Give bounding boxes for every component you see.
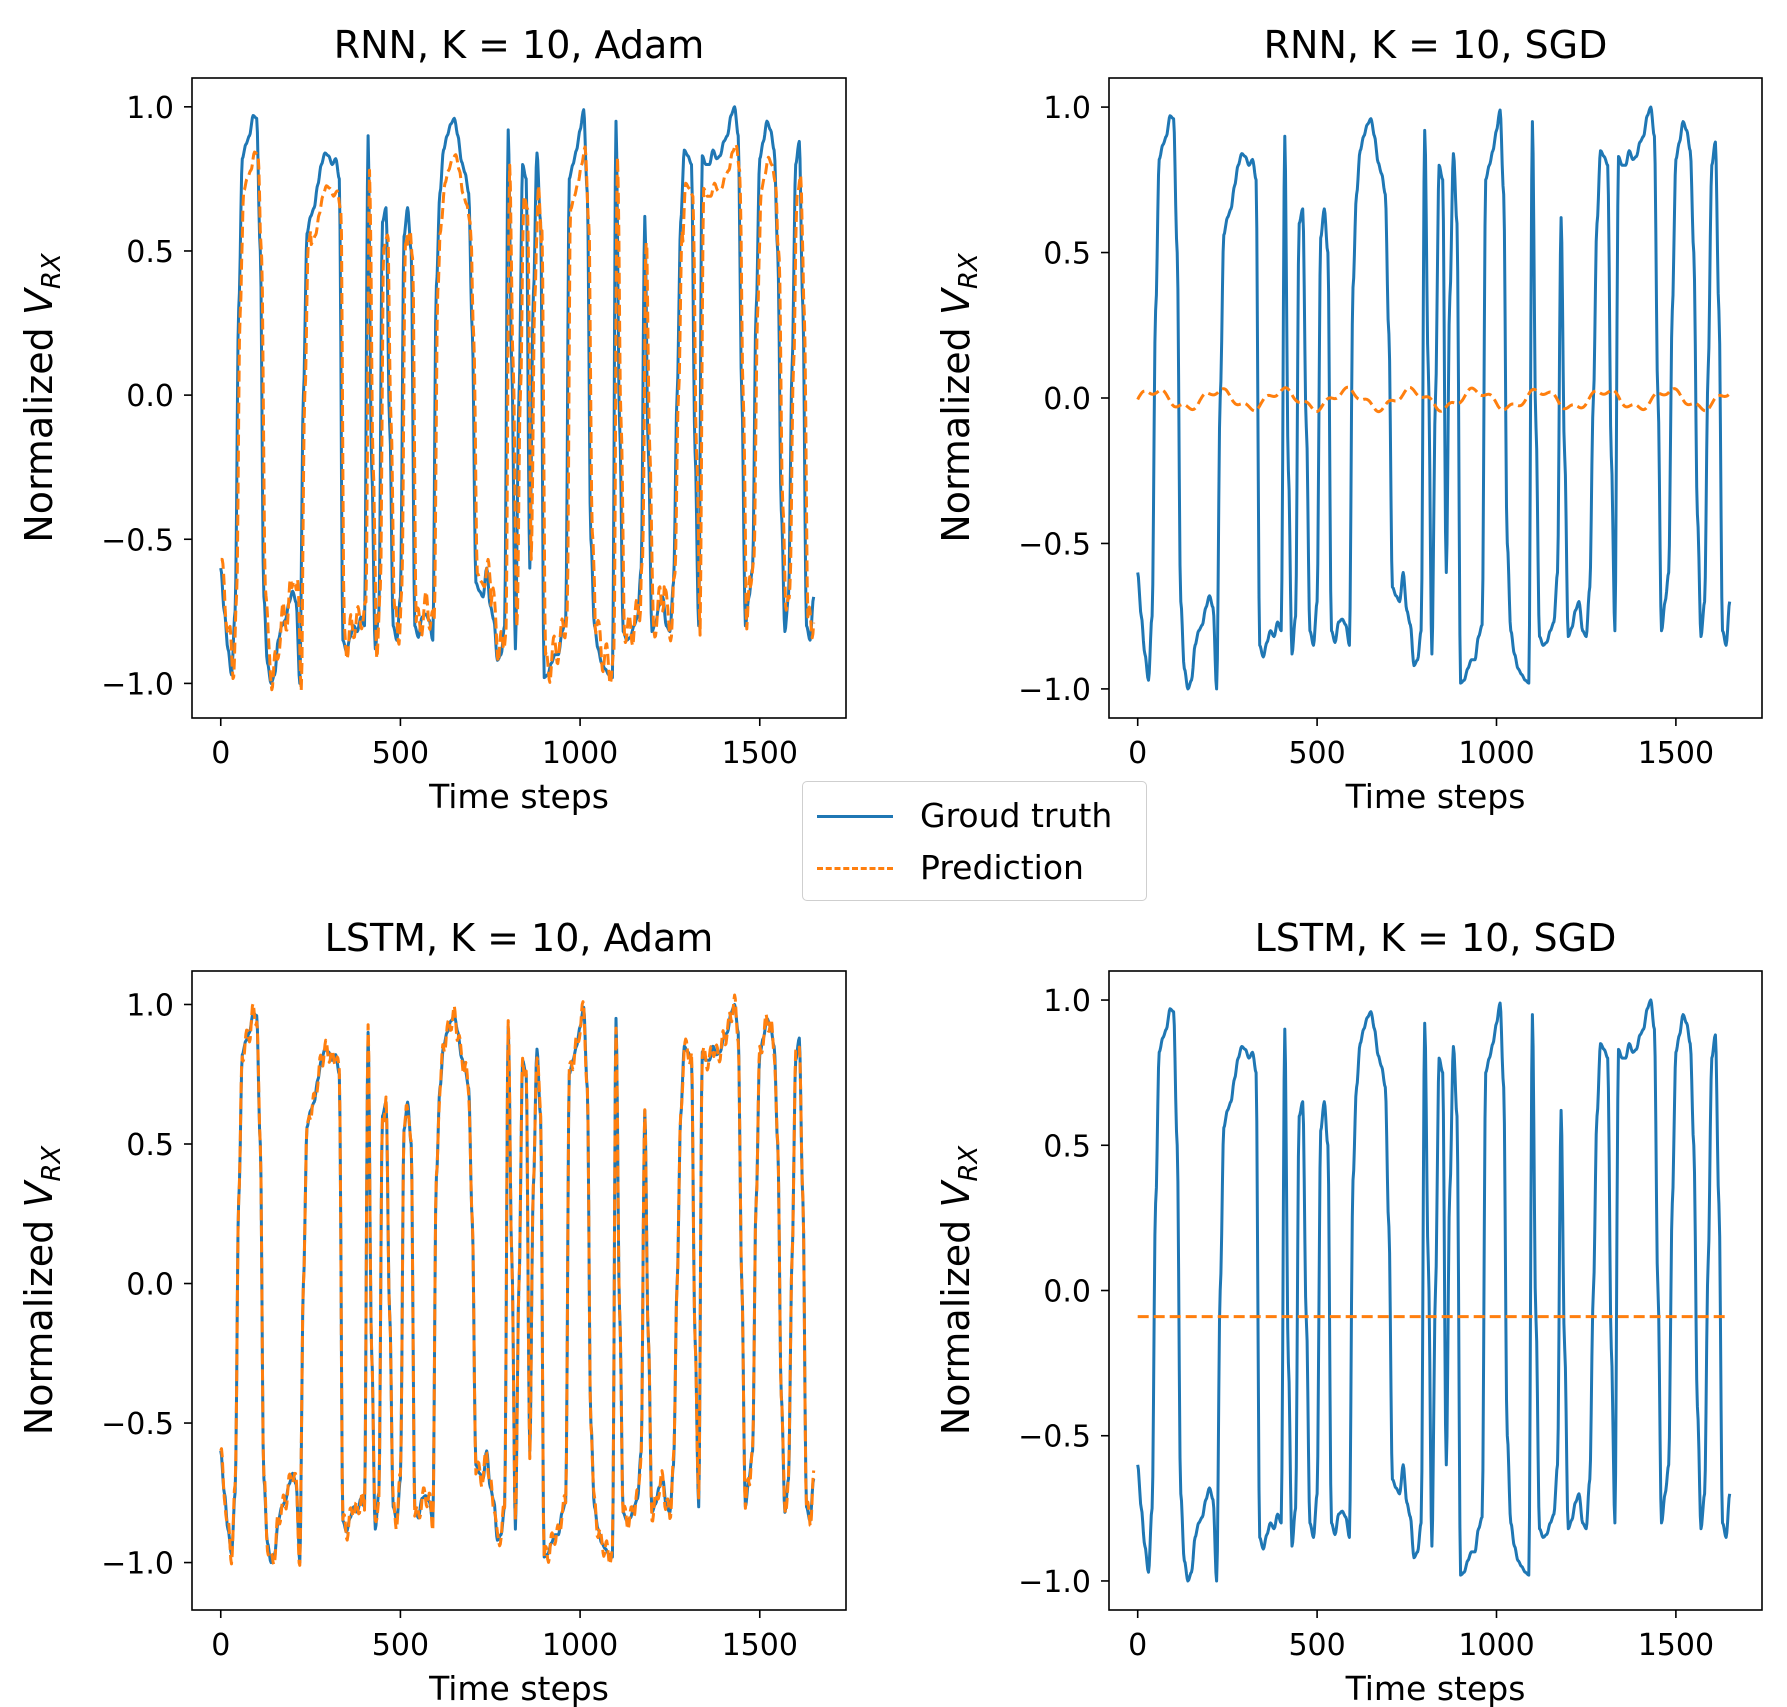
y-tick-label: 1.0 [1043, 91, 1091, 126]
x-tick-label: 1000 [542, 736, 618, 771]
x-tick-label: 1500 [722, 736, 798, 771]
legend-label-ground-truth: Groud truth [920, 796, 1113, 835]
y-tick-label: 0.5 [1043, 1129, 1091, 1164]
legend-swatch-ground-truth [817, 815, 893, 818]
subplot-2: RNN, K = 10, SGD 0 500 1000 1500 1.0 0.5 0.0 −0.… [934, 23, 1763, 816]
y-tick-label: 1.0 [1043, 984, 1091, 1019]
y-tick-label: −0.5 [101, 1407, 174, 1442]
subplot-4: LSTM, K = 10, SGD 0 500 1000 1500 1.0 0.5 0.0 −0… [934, 916, 1763, 1707]
y-tick-label: −1.0 [1018, 673, 1091, 708]
series-line-prediction [220, 142, 816, 693]
axes-frame [191, 77, 847, 719]
y-axis-label: Normalized VRX [934, 252, 984, 543]
x-tick-label: 1500 [722, 1628, 798, 1663]
y-tick-label: 1.0 [126, 91, 174, 126]
legend-swatch-prediction [817, 867, 893, 870]
y-axis-label: Normalized VRX [17, 252, 67, 543]
x-tick-label: 0 [1128, 736, 1147, 771]
x-tick-label: 1000 [542, 1628, 618, 1663]
x-tick-label: 0 [211, 736, 230, 771]
y-tick-label: 0.0 [126, 379, 174, 414]
subplot-3: LSTM, K = 10, Adam 0 500 1000 1500 1.0 0.5 0.0 −… [17, 916, 847, 1707]
x-tick-label: 0 [1128, 1628, 1147, 1663]
axes-frame [191, 970, 847, 1611]
y-axis-label: Normalized VRX [934, 1145, 984, 1436]
y-tick-label: 0.0 [1043, 382, 1091, 417]
x-tick-label: 1500 [1638, 736, 1714, 771]
y-tick-label: −0.5 [101, 523, 174, 558]
x-tick-label: 0 [211, 1628, 230, 1663]
series-line-prediction [219, 993, 816, 1567]
series-line-ground-truth [1136, 105, 1732, 691]
x-tick-label: 500 [372, 736, 429, 771]
x-tick-label: 500 [1288, 736, 1345, 771]
series-line-ground-truth [1136, 998, 1732, 1583]
legend-entry-ground-truth: Groud truth [803, 796, 1146, 836]
x-tick-label: 1000 [1458, 1628, 1534, 1663]
legend-entry-prediction: Prediction [803, 848, 1146, 888]
y-tick-label: 0.0 [126, 1268, 174, 1303]
subplot-title: RNN, K = 10, SGD [1264, 23, 1608, 67]
x-axis-label: Time steps [1345, 777, 1526, 816]
subplot-1: RNN, K = 10, Adam 0 500 1000 1500 1.0 0.5 0.0 −0… [17, 23, 847, 816]
y-tick-label: 0.5 [126, 1128, 174, 1163]
y-tick-label: 0.5 [1043, 237, 1091, 272]
y-axis-label: Normalized VRX [17, 1145, 67, 1436]
x-tick-label: 500 [1288, 1628, 1345, 1663]
legend: Groud truth Prediction [802, 781, 1147, 901]
legend-label-prediction: Prediction [920, 848, 1084, 887]
y-tick-label: −1.0 [1018, 1565, 1091, 1600]
subplot-title: LSTM, K = 10, SGD [1255, 916, 1617, 960]
y-tick-label: −1.0 [101, 1547, 174, 1582]
x-tick-label: 500 [372, 1628, 429, 1663]
y-tick-label: 1.0 [126, 988, 174, 1023]
x-axis-label: Time steps [1345, 1669, 1526, 1707]
y-tick-label: −0.5 [1018, 527, 1091, 562]
subplot-title: RNN, K = 10, Adam [334, 23, 705, 67]
x-axis-label: Time steps [428, 777, 609, 816]
y-tick-label: 0.5 [126, 235, 174, 270]
x-tick-label: 1500 [1638, 1628, 1714, 1663]
x-axis-label: Time steps [428, 1669, 609, 1707]
series-line-prediction [1136, 385, 1731, 414]
subplot-title: LSTM, K = 10, Adam [325, 916, 714, 960]
y-tick-label: 0.0 [1043, 1275, 1091, 1310]
x-tick-label: 1000 [1458, 736, 1534, 771]
y-tick-label: −1.0 [101, 667, 174, 702]
y-tick-label: −0.5 [1018, 1420, 1091, 1455]
